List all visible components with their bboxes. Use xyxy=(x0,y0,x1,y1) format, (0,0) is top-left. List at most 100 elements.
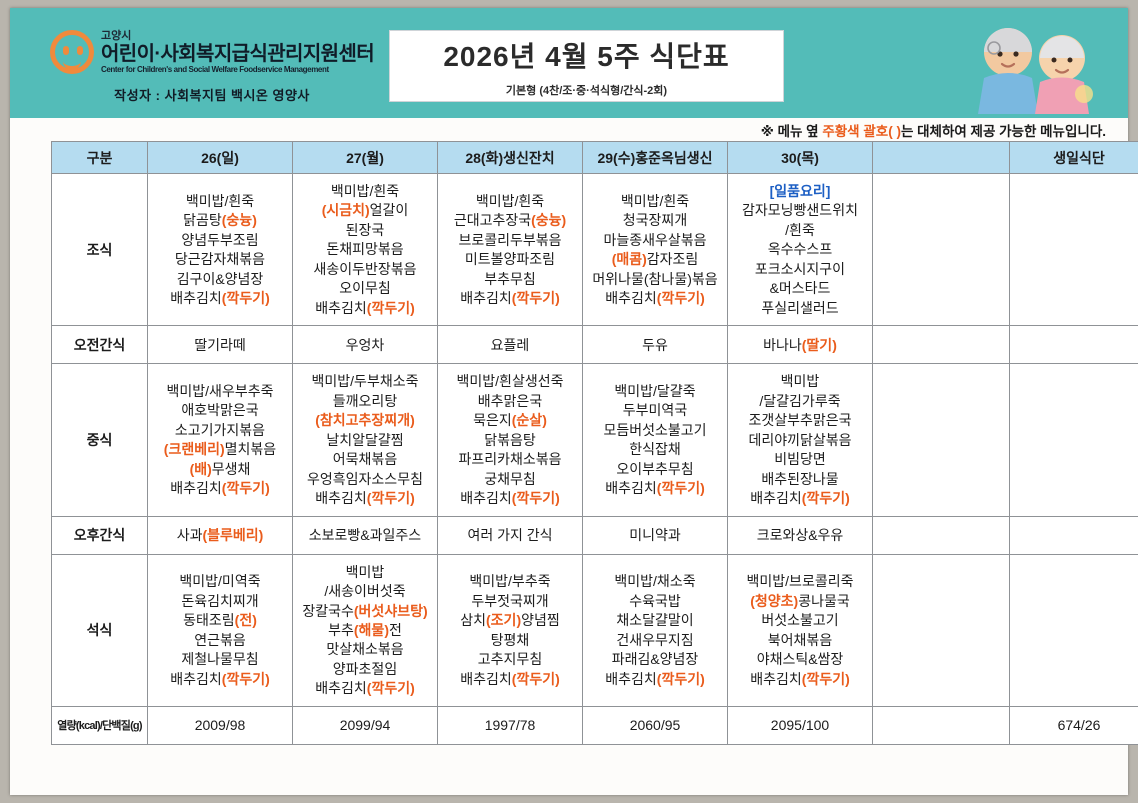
dish-text: 새송이두반장볶음 xyxy=(313,260,417,277)
menu-cell xyxy=(872,515,1010,555)
dish-line: 비빔당면 xyxy=(730,450,870,468)
menu-cell: 백미밥/흰죽 청국장찌개 마늘종새우살볶음 (매콤)감자조림 머위나물(참나물)볶음 배추… xyxy=(582,172,728,327)
dish-line: 오이무침 xyxy=(295,279,435,297)
dish-text: 닭곰탕 xyxy=(183,212,222,229)
row-label: 오전간식 xyxy=(51,325,148,365)
dish-line: 부추(해물)전 xyxy=(295,621,435,639)
dish-text: 파프리카채소볶음 xyxy=(458,451,562,468)
dish-text: 배추김치 xyxy=(460,670,512,687)
alternate-menu-text: (깍두기) xyxy=(656,480,705,497)
column-header-day-2: 27(월) xyxy=(292,141,438,174)
dish-text: 사과 xyxy=(176,526,203,543)
dish-line: /달걀김가루죽 xyxy=(730,392,870,410)
dish-list: 여러 가지 간식 xyxy=(439,526,581,544)
table-row: 조식 백미밥/흰죽 닭곰탕(숭늉) 양념두부조림 당근감자채볶음 김구이&양념장 배추김치(… xyxy=(51,172,1138,327)
dish-text: 파래김&양념장 xyxy=(611,651,699,668)
alternate-menu-text: (깍두기) xyxy=(656,290,705,307)
alternate-menu-text: (매콤) xyxy=(611,251,647,268)
dish-line: 여러 가지 간식 xyxy=(439,526,581,544)
dish-text: 백미밥/달걀죽 xyxy=(614,383,696,400)
dish-text: 비빔당면 xyxy=(774,451,826,468)
menu-cell xyxy=(872,325,1010,365)
dish-line: 데리야끼닭살볶음 xyxy=(730,431,870,449)
dish-text: 백미밥/흰죽 xyxy=(330,183,400,199)
dish-line: 양파초절임 xyxy=(295,660,435,678)
alternate-menu-text: (블루베리) xyxy=(202,526,264,543)
dish-text: 크로와상&우유 xyxy=(756,526,844,543)
dish-text: 배추맑은국 xyxy=(477,392,543,409)
dish-text: 포크소시지구이 xyxy=(754,260,846,277)
logo-text: 고양시 어린이·사회복지급식관리지원센터 Center for Children… xyxy=(101,30,375,74)
table-row: 오후간식 사과(블루베리) 소보로빵&과일주스 여러 가지 간식 미니약과 크로와상&우유 xyxy=(51,515,1138,555)
dish-text: /새송이버섯죽 xyxy=(324,583,406,600)
dish-line: (청양초)콩나물국 xyxy=(730,592,870,610)
dish-list: 백미밥/두부채소죽 들깨오리탕 (참치고추장찌개) 날치알달걀찜 어묵채볶음 우엉흑임자소… xyxy=(295,372,435,507)
column-header-day-5: 30(목) xyxy=(727,141,873,174)
dish-list: 백미밥/흰죽 닭곰탕(숭늉) 양념두부조림 당근감자채볶음 김구이&양념장 배추김치(깍두… xyxy=(150,192,290,308)
dish-list: 사과(블루베리) xyxy=(149,526,291,544)
dish-line: 김구이&양념장 xyxy=(150,270,290,288)
dish-line: 배추김치(깍두기) xyxy=(150,670,290,688)
column-header-day-3: 28(화)생신잔치 xyxy=(437,141,583,174)
dish-line: 1997/78 xyxy=(439,716,581,734)
dish-text: 근대고추장국 xyxy=(453,212,532,229)
dish-text: 배추김치 xyxy=(315,490,367,507)
menu-cell: 백미밥/흰죽 (시금치)얼갈이 된장국 돈채피망볶음 새송이두반장볶음 오이무침 배추김치(… xyxy=(292,172,438,327)
dish-line: 마늘종새우살볶음 xyxy=(585,231,725,249)
dish-line: (배)무생채 xyxy=(150,460,290,478)
logo-center-name-en: Center for Children's and Social Welfare… xyxy=(101,64,329,74)
dish-line: 당근감자채볶음 xyxy=(150,250,290,268)
dish-line: 건새우무지짐 xyxy=(585,631,725,649)
alternate-menu-text: (청양초) xyxy=(750,592,799,609)
title-box: 2026년 4월 5주 식단표 기본형 (4찬/조·중·석식형/간식-2회) xyxy=(389,30,784,102)
dish-line: 바나나(딸기) xyxy=(729,336,871,354)
dish-text: 북어채볶음 xyxy=(767,631,833,648)
dish-line: 배추김치(깍두기) xyxy=(440,289,580,307)
dish-text: 건새우무지짐 xyxy=(616,631,694,648)
table-row: 오전간식 딸기라떼 우엉차 요플레 두유 바나나(딸기) xyxy=(51,325,1138,365)
dish-line: 백미밥/흰죽 xyxy=(295,182,435,200)
dish-line: 궁채무침 xyxy=(440,470,580,488)
dish-line: 백미밥 xyxy=(295,563,435,581)
table-row: 열량(kcal)/단백질(g) 2009/98 2099/94 1997/78 2060… xyxy=(51,705,1138,745)
dish-list: 백미밥/흰죽 근대고추장국(숭늉) 브로콜리두부볶음 미트볼양파조림 부추무침 배추김치(… xyxy=(440,192,580,308)
dish-line: 백미밥/미역죽 xyxy=(150,572,290,590)
menu-cell: 백미밥/미역죽 돈육김치찌개 동태조림(전) 연근볶음 제철나물무침 배추김치(깍두기) xyxy=(147,553,293,707)
dish-text: 감자모닝빵샌드위치 xyxy=(742,202,858,219)
row-label: 석식 xyxy=(51,553,148,707)
notice-highlight: 주황색 괄호( ) xyxy=(822,124,901,139)
table-body: 조식 백미밥/흰죽 닭곰탕(숭늉) 양념두부조림 당근감자채볶음 김구이&양념장 배추김치(… xyxy=(51,172,1138,745)
dish-line: 백미밥 xyxy=(730,372,870,390)
menu-cell xyxy=(872,553,1010,707)
dish-text: 백미밥 xyxy=(345,563,385,580)
dish-line: 파프리카채소볶음 xyxy=(440,450,580,468)
alternate-menu-text: (깍두기) xyxy=(801,490,850,507)
dish-text: 배추된장나물 xyxy=(761,470,839,487)
dish-text: 당근감자채볶음 xyxy=(174,251,266,268)
alternate-menu-text: (깍두기) xyxy=(511,290,560,307)
menu-cell: 백미밥/채소죽 수육국밥 채소달걀말이 건새우무지짐 파래김&양념장 배추김치(깍두기) xyxy=(582,553,728,707)
alternate-menu-text: (딸기) xyxy=(801,336,837,353)
dish-line: 배추김치(깍두기) xyxy=(150,289,290,307)
dish-text: 2099/94 xyxy=(339,717,391,734)
dish-line: 백미밥/흰살생선죽 xyxy=(440,372,580,390)
document-header: 고양시 어린이·사회복지급식관리지원센터 Center for Children… xyxy=(10,8,1128,118)
dish-line: 채소달걀말이 xyxy=(585,611,725,629)
dish-list: 1997/78 xyxy=(439,716,581,734)
dish-list: 백미밥/새우부추죽 애호박맑은국 소고기가지볶음 (크랜베리)멸치볶음 (배)무생채 배추… xyxy=(150,382,290,498)
menu-cell: 우엉차 xyxy=(292,325,438,365)
dish-text: 딸기라떼 xyxy=(194,336,246,353)
dish-text: 양파초절임 xyxy=(332,660,398,677)
menu-cell xyxy=(872,363,1010,517)
dish-text: 배추김치 xyxy=(605,670,657,687)
dish-line: 양념두부조림 xyxy=(150,231,290,249)
menu-cell xyxy=(1009,553,1138,707)
alternate-menu-text: (조기) xyxy=(486,612,522,629)
dish-line: 배추김치(깍두기) xyxy=(730,489,870,507)
dish-text: 얼갈이 xyxy=(369,202,409,219)
dish-line: 배추김치(깍두기) xyxy=(150,479,290,497)
dish-text: 배추김치 xyxy=(605,290,657,307)
alternate-menu-text: (깍두기) xyxy=(366,490,415,507)
dish-text: 배추김치 xyxy=(460,290,512,307)
dish-text: 백미밥/흰죽 xyxy=(185,192,255,209)
